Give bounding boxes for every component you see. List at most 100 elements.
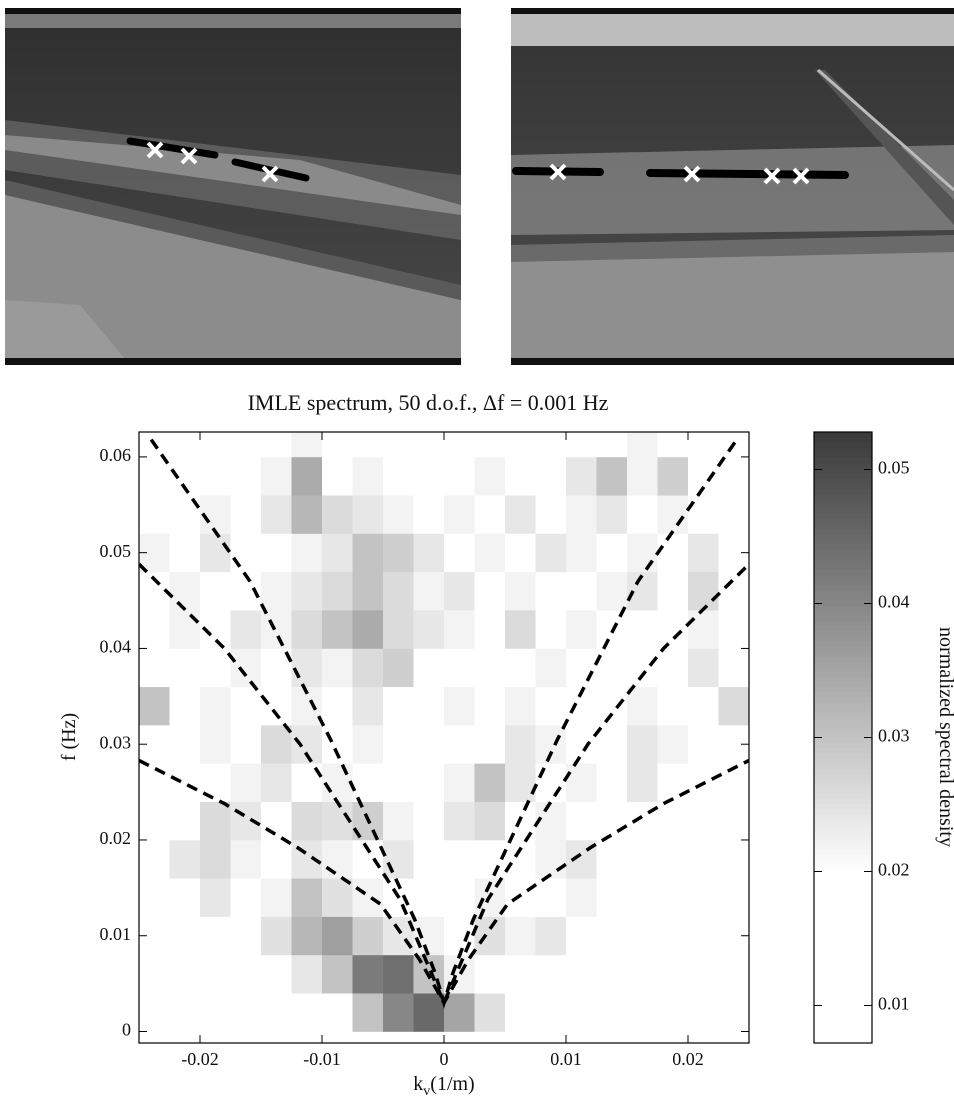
heatmap-cell xyxy=(169,993,201,1032)
x-tick-label: -0.02 xyxy=(181,1049,219,1069)
heatmap-cell xyxy=(169,725,201,764)
heatmap-cell xyxy=(200,725,231,764)
dispersion-curve xyxy=(139,562,749,1008)
heatmap-cell xyxy=(444,993,475,1032)
heatmap-cell xyxy=(383,686,414,726)
colorbar-swatch xyxy=(814,1017,872,1024)
heatmap-cell xyxy=(505,916,536,956)
heatmap-cell xyxy=(322,878,353,917)
heatmap-cell xyxy=(444,878,475,917)
heatmap-cell xyxy=(261,686,292,726)
heatmap-cell xyxy=(688,839,719,879)
heatmap-cell xyxy=(627,878,658,917)
colorbar-swatch xyxy=(814,640,872,647)
colorbar-swatch xyxy=(814,666,872,672)
colorbar-swatch xyxy=(814,920,872,927)
colorbar-swatch xyxy=(814,533,872,540)
colorbar-swatch xyxy=(814,498,872,504)
heatmap-cell xyxy=(596,954,628,994)
heatmap-cell xyxy=(566,916,597,956)
colorbar-swatch xyxy=(814,696,872,703)
heatmap-cell xyxy=(505,648,536,688)
colorbar-swatch xyxy=(814,778,872,784)
heatmap-cell xyxy=(688,610,719,649)
colorbar-tick-label: 0.04 xyxy=(878,592,910,612)
heatmap-cell xyxy=(139,495,170,534)
x-axis-label: kv(1/m) xyxy=(413,1073,474,1099)
colorbar-swatch xyxy=(814,885,872,891)
heatmap-cell xyxy=(383,610,414,649)
heatmap-cell xyxy=(322,533,353,573)
heatmap-cell xyxy=(596,432,628,458)
y-tick-label: 0.05 xyxy=(100,541,132,561)
heatmap-cell xyxy=(657,878,689,917)
heatmap-cell xyxy=(169,610,201,649)
heatmap-cell xyxy=(535,456,567,496)
heatmap-cell xyxy=(657,725,689,764)
heatmap-cell xyxy=(474,763,506,802)
heatmap-cell xyxy=(566,725,597,764)
colorbar-swatch xyxy=(814,1032,872,1039)
heatmap-cell xyxy=(688,648,719,688)
colorbar-swatch xyxy=(814,686,872,693)
heatmap-cell xyxy=(261,916,292,956)
heatmap-cell xyxy=(413,801,445,841)
heatmap-cell xyxy=(657,916,689,956)
colorbar-swatch xyxy=(814,737,872,744)
heatmap-cell xyxy=(566,432,597,458)
colorbar-swatch xyxy=(814,472,872,479)
colorbar-swatch xyxy=(814,986,872,993)
colorbar-tick-label: 0.02 xyxy=(878,860,910,880)
heatmap-cell xyxy=(169,801,201,841)
dispersion-curve xyxy=(149,438,739,1009)
heatmap-cell xyxy=(505,954,536,994)
heatmap-cell xyxy=(322,432,353,458)
colorbar-swatch xyxy=(814,437,872,443)
heatmap-cell xyxy=(322,686,353,726)
heatmap-cell xyxy=(322,993,353,1032)
heatmap-cell xyxy=(535,571,567,611)
heatmap-cell xyxy=(413,571,445,611)
colorbar-swatch xyxy=(814,813,872,820)
heatmap-cell xyxy=(139,801,170,841)
heatmap-cell xyxy=(169,878,201,917)
heatmap-cell xyxy=(139,432,170,458)
colorbar-swatch xyxy=(814,706,872,713)
heatmap-cell xyxy=(566,763,597,802)
heatmap-cell xyxy=(230,686,262,726)
heatmap-cell xyxy=(169,686,201,726)
heatmap-cell xyxy=(535,916,567,956)
colorbar-swatch xyxy=(814,717,872,723)
heatmap-cell xyxy=(596,878,628,917)
heatmap-cell xyxy=(230,993,262,1032)
curves xyxy=(139,438,749,1009)
heatmap-cell xyxy=(596,916,628,956)
y-axis-label: f (Hz) xyxy=(58,713,80,761)
heatmap-cell xyxy=(352,456,384,496)
colorbar-swatch xyxy=(814,554,872,560)
colorbar-swatch xyxy=(814,818,872,825)
heatmap-cell xyxy=(261,571,292,611)
colorbar-swatch xyxy=(814,691,872,698)
heatmap-cell xyxy=(139,763,170,802)
heatmap-cell xyxy=(383,648,414,688)
heatmap-cell xyxy=(139,648,170,688)
heatmap-cell xyxy=(718,801,749,841)
colorbar-swatch xyxy=(814,849,872,856)
heatmap-cell xyxy=(444,763,475,802)
colorbar-swatch xyxy=(814,630,872,637)
heatmap-cell xyxy=(291,533,323,573)
heatmap-cell xyxy=(169,954,201,994)
colorbar-swatch xyxy=(814,757,872,764)
heatmap-cell xyxy=(352,495,384,534)
colorbar-swatch xyxy=(814,752,872,759)
colorbar-swatch xyxy=(814,747,872,754)
colorbar-swatch xyxy=(814,508,872,514)
heatmap-cell xyxy=(383,839,414,879)
colorbar-swatch xyxy=(814,579,872,586)
heatmap-cell xyxy=(291,571,323,611)
heatmap-cell xyxy=(535,686,567,726)
heatmap-cell xyxy=(596,533,628,573)
heatmap-cell xyxy=(383,954,414,994)
heatmap-cell xyxy=(474,954,506,994)
